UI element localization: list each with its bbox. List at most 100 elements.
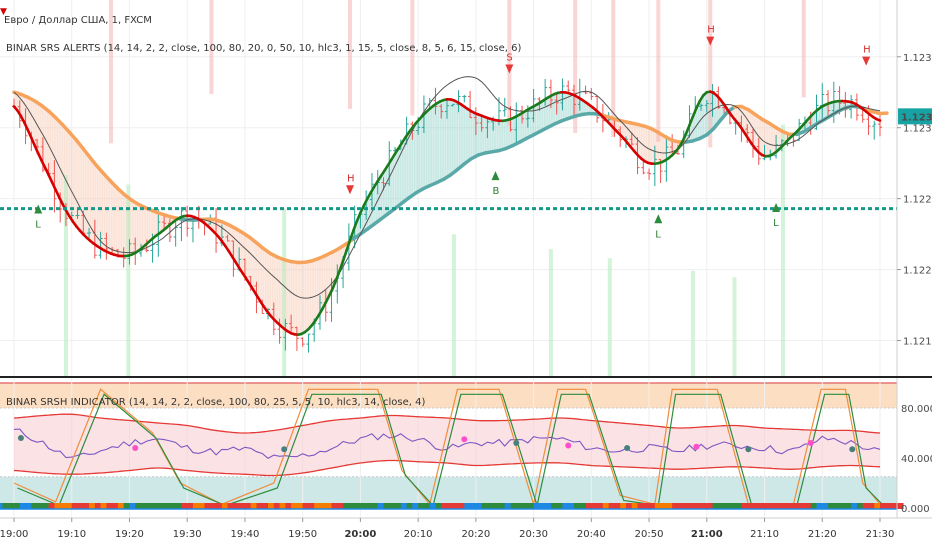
main-indicator-title: BINAR SRS ALERTS (14, 14, 2, 2, close, 1… (6, 43, 521, 54)
band-slice (310, 261, 313, 328)
strip-cell (562, 503, 569, 509)
band-slice (684, 137, 687, 143)
band-slice (422, 115, 426, 189)
strip-cell (591, 503, 598, 509)
oscillator-lower-band (13, 459, 881, 477)
strip-cell (158, 503, 165, 509)
strip-cell (42, 503, 50, 509)
fast-average-line (691, 106, 698, 118)
band-slice (59, 121, 62, 197)
band-slice (251, 238, 254, 287)
band-slice (518, 115, 521, 143)
band-slice (221, 221, 225, 242)
band-slice (53, 115, 57, 187)
strip-cell (770, 503, 777, 509)
band-slice (341, 247, 344, 266)
strip-cell (643, 503, 650, 509)
strip-cell (429, 503, 436, 509)
band-slice (556, 93, 559, 124)
strip-cell (175, 503, 182, 509)
band-slice (753, 113, 756, 147)
time-axis[interactable]: 19:00 19:10 19:20 19:30 19:40 19:50 20:00 20:10… (0, 517, 932, 540)
buy-alert-bar (451, 234, 456, 376)
band-slice (81, 146, 84, 233)
band-slice (531, 107, 535, 136)
strip-cell (60, 503, 67, 509)
band-slice (355, 225, 358, 238)
strip-cell (100, 503, 107, 509)
fast-average-line (334, 269, 341, 282)
band-slice (478, 114, 481, 156)
strip-cell (319, 503, 327, 509)
band-slice (724, 104, 727, 116)
strip-cell (874, 503, 881, 509)
buy-signal-label: L (655, 229, 661, 240)
strip-cell (597, 503, 604, 509)
buy-arrow-icon (491, 171, 500, 181)
band-slice (848, 101, 852, 107)
band-slice (218, 220, 221, 237)
strip-cell (649, 503, 656, 509)
band-slice (486, 117, 490, 153)
band-slice (800, 127, 803, 134)
sell-alert-bar (108, 0, 113, 144)
cross-dot (565, 442, 572, 449)
band-slice (583, 101, 587, 115)
strip-cell (574, 503, 581, 509)
band-slice (55, 117, 58, 190)
band-slice (736, 106, 739, 122)
band-slice (41, 105, 45, 161)
band-slice (384, 170, 387, 217)
band-slice (616, 119, 620, 132)
oscillator-lines (13, 388, 884, 508)
strip-cell (141, 503, 148, 509)
band-slice (656, 131, 659, 164)
band-slice (43, 106, 46, 165)
band-slice (225, 223, 228, 246)
time-label: 21:00 (691, 529, 723, 540)
time-label: 19:40 (231, 529, 260, 540)
strip-cell (285, 503, 292, 509)
fast-average-line (47, 173, 54, 184)
buy-alert-bar (781, 124, 786, 376)
strip-cell (94, 503, 102, 509)
band-slice (587, 103, 590, 114)
oscillator-tick-label: 80.000 (901, 404, 932, 415)
sell-alert-bar (507, 0, 512, 126)
strip-cell (880, 503, 887, 509)
band-slice (706, 92, 710, 135)
band-slice (116, 186, 119, 256)
band-slice (71, 134, 74, 220)
sell-alert-bar (209, 0, 214, 95)
band-slice (329, 253, 332, 296)
oscillator-axis[interactable]: 80.000 40.000 0.000 (901, 404, 932, 515)
band-slice (817, 109, 820, 124)
band-slice (227, 223, 230, 249)
band-slice (136, 203, 140, 252)
band-slice (266, 251, 270, 311)
band-slice (462, 105, 465, 166)
band-slice (52, 114, 55, 183)
buy-alert-bar (732, 277, 737, 376)
band-slice (330, 252, 334, 293)
oscillator-upper-band (13, 413, 881, 434)
band-slice (204, 219, 207, 224)
band-slice (412, 127, 415, 196)
band-slice (187, 215, 190, 220)
oscillator-pane[interactable]: BINAR SRSH INDICATOR (14, 14, 2, 2, clos… (0, 378, 932, 518)
strip-cell (897, 503, 904, 509)
time-label: 20:20 (461, 529, 490, 540)
fast-average-line (345, 239, 352, 252)
band-slice (663, 135, 666, 162)
band-slice (157, 212, 161, 235)
band-slice (369, 195, 372, 228)
band-slice (249, 237, 252, 284)
band-slice (479, 115, 483, 155)
price-pane[interactable]: L H B S L H L H Евро / Доллар США, 1, FXCM BINA… (0, 0, 897, 376)
buy-signal-label: L (773, 218, 779, 229)
price-axis[interactable]: 1.12350 1.12300 1.12250 1.12200 1.12150 1.12… (896, 0, 932, 376)
band-slice (774, 126, 777, 154)
slow-band-line (718, 110, 730, 122)
strip-cell (187, 503, 194, 509)
